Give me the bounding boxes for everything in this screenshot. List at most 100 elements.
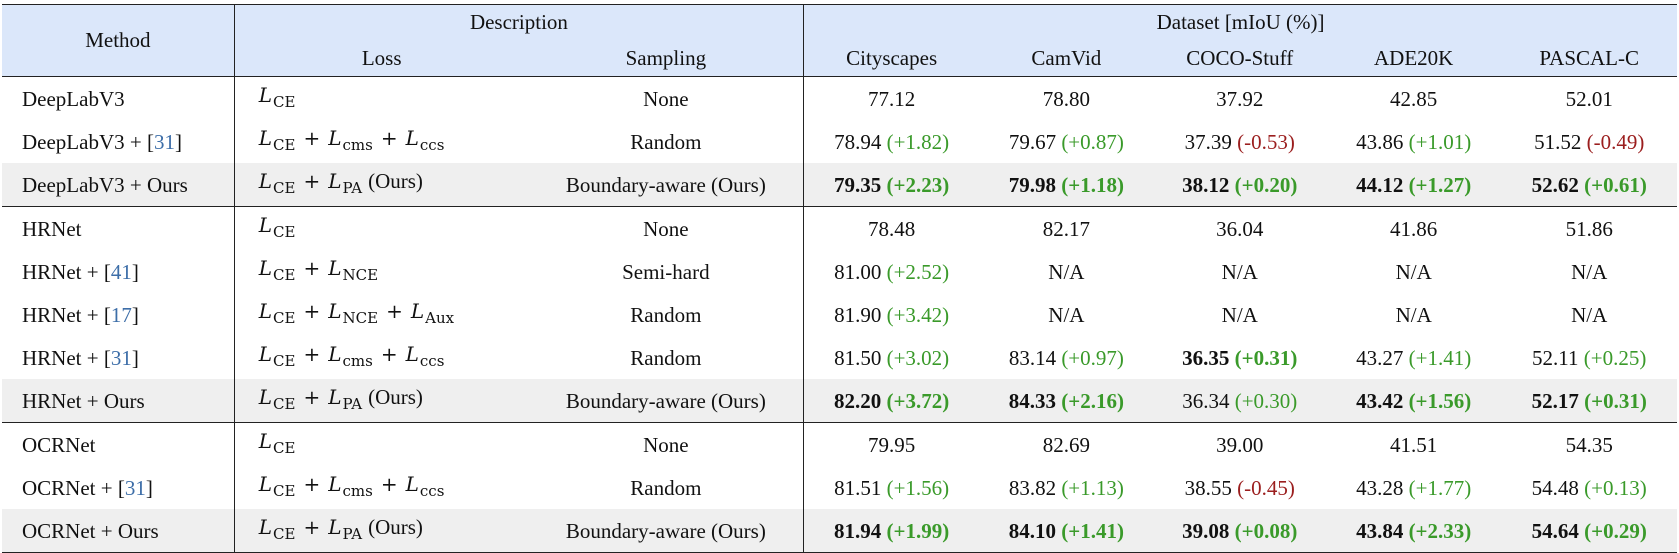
miou-value: 54.35 — [1565, 432, 1613, 457]
miou-value-group: 52.17 (+0.31) — [1532, 389, 1647, 413]
miou-cell: 41.86 — [1325, 206, 1502, 250]
miou-delta: (+2.52) — [886, 259, 950, 284]
miou-value-group: 78.48 — [868, 217, 915, 241]
loss-symbol: L — [258, 429, 273, 453]
miou-value-group: 84.33 (+2.16) — [1009, 389, 1124, 413]
miou-cell: 52.17 (+0.31) — [1501, 379, 1677, 423]
miou-value: N/A — [1395, 259, 1432, 284]
loss-subscript: CE — [273, 395, 296, 413]
miou-value: 43.28 — [1356, 475, 1404, 500]
method-name: HRNet + [ — [22, 259, 111, 284]
miou-cell: 79.98 (+1.18) — [979, 163, 1154, 207]
miou-value-group: 54.64 (+0.29) — [1532, 519, 1647, 543]
miou-delta: (+0.97) — [1061, 345, 1124, 370]
miou-delta: (+1.27) — [1408, 172, 1472, 197]
header-sampling: Sampling — [528, 40, 804, 77]
miou-cell: 52.11 (+0.25) — [1501, 336, 1677, 379]
miou-value: 36.35 — [1182, 345, 1230, 370]
miou-value-group: 36.34 (+0.30) — [1182, 389, 1297, 413]
citation-link: 41 — [110, 259, 132, 284]
miou-cell: 39.08 (+0.08) — [1153, 509, 1326, 553]
miou-cell: 78.94 (+1.82) — [803, 120, 980, 163]
miou-cell: 84.10 (+1.41) — [979, 509, 1154, 553]
miou-cell: 41.51 — [1325, 422, 1502, 466]
table-row: OCRNet + Ours LCE + LPA (Ours) Boundary-aware… — [2, 509, 1677, 553]
miou-value: 78.80 — [1042, 86, 1090, 111]
miou-value-group: 41.51 — [1390, 433, 1437, 457]
miou-cell: 52.62 (+0.61) — [1501, 163, 1677, 207]
miou-delta: (+0.87) — [1061, 129, 1124, 154]
miou-value-group: 37.39 (-0.53) — [1185, 130, 1295, 154]
miou-value: 81.51 — [834, 475, 882, 500]
loss-subscript: CE — [273, 309, 296, 327]
miou-value: N/A — [1395, 302, 1432, 327]
sampling-cell: Boundary-aware (Ours) — [528, 379, 804, 423]
miou-delta: (+3.02) — [886, 345, 950, 370]
results-table: Method Description Dataset [mIoU (%)] Lo… — [2, 4, 1677, 553]
loss-symbol: L — [258, 256, 273, 280]
miou-value: N/A — [1048, 302, 1085, 327]
loss-symbol: L — [328, 256, 342, 280]
miou-value: 81.00 — [834, 259, 882, 284]
miou-value: 37.92 — [1216, 86, 1264, 111]
miou-cell: 39.00 — [1153, 422, 1326, 466]
sampling-cell: Boundary-aware (Ours) — [528, 509, 804, 553]
miou-cell: 83.14 (+0.97) — [979, 336, 1153, 379]
miou-cell: 54.35 — [1501, 422, 1677, 466]
loss-cell: LCE + LPA (Ours) — [233, 163, 529, 207]
miou-delta: (+0.31) — [1584, 388, 1647, 413]
method-name: DeepLabV3 + Ours — [22, 172, 188, 197]
miou-delta: (+0.30) — [1234, 388, 1298, 413]
plus-sign: + — [303, 256, 321, 280]
miou-cell: N/A — [979, 293, 1153, 336]
miou-value-group: 38.55 (-0.45) — [1185, 476, 1295, 500]
miou-value: 38.12 — [1182, 172, 1230, 197]
miou-delta: (+1.82) — [886, 129, 950, 154]
miou-value-group: 78.80 — [1043, 87, 1090, 111]
loss-subscript: CE — [273, 525, 296, 543]
loss-symbol: L — [258, 515, 273, 539]
miou-cell: 52.01 — [1501, 76, 1677, 120]
plus-sign: + — [303, 126, 321, 150]
miou-cell: 43.84 (+2.33) — [1325, 509, 1502, 553]
citation-link: 31 — [153, 129, 175, 154]
miou-delta: (+0.29) — [1584, 518, 1647, 543]
method-cell: DeepLabV3 + Ours — [2, 163, 235, 207]
sampling-cell: Random — [630, 345, 702, 370]
header-dataset-name: Cityscapes — [803, 40, 980, 77]
method-cell: DeepLabV3 + [31] — [2, 120, 234, 163]
method-cell: DeepLabV3 — [2, 76, 235, 120]
miou-value-group: 78.94 (+1.82) — [834, 130, 949, 154]
citation-bracket: ] — [131, 259, 139, 284]
header-loss: Loss — [233, 40, 529, 77]
miou-value-group: 81.51 (+1.56) — [834, 476, 949, 500]
loss-symbol: L — [328, 169, 342, 193]
miou-value-group: N/A — [1048, 260, 1084, 284]
miou-delta: (+1.01) — [1408, 129, 1472, 154]
miou-delta: (+0.31) — [1234, 345, 1298, 370]
miou-value: 78.48 — [868, 216, 916, 241]
miou-cell: N/A — [979, 250, 1153, 293]
loss-subscript: CE — [273, 136, 296, 154]
loss-cell: LCE — [233, 206, 529, 250]
loss-cell: LCE + Lcms + Lccs — [233, 120, 529, 163]
miou-cell: 82.20 (+3.72) — [803, 379, 980, 423]
miou-cell: N/A — [1326, 250, 1502, 293]
table-row: OCRNet + [31] LCE + Lcms + Lccs Random 81.51 (+… — [2, 466, 1677, 509]
miou-delta: (+1.41) — [1061, 518, 1124, 543]
miou-cell: 79.95 — [803, 422, 980, 466]
method-cell: HRNet + [17] — [2, 293, 234, 336]
loss-cell: LCE + Lcms + Lccs — [233, 336, 529, 379]
miou-value-group: 54.35 — [1566, 433, 1613, 457]
miou-value: 81.94 — [834, 518, 882, 543]
loss-symbol: L — [258, 83, 273, 107]
miou-cell: 36.04 — [1153, 206, 1326, 250]
miou-cell: 84.33 (+2.16) — [979, 379, 1154, 423]
miou-value-group: 81.00 (+2.52) — [834, 260, 949, 284]
header-dataset-name: COCO-Stuff — [1153, 40, 1326, 77]
method-name: DeepLabV3 — [22, 86, 125, 111]
miou-value-group: 81.94 (+1.99) — [834, 519, 949, 543]
miou-cell: 44.12 (+1.27) — [1325, 163, 1502, 207]
miou-value-group: N/A — [1571, 303, 1607, 327]
loss-subscript: CE — [273, 179, 296, 197]
